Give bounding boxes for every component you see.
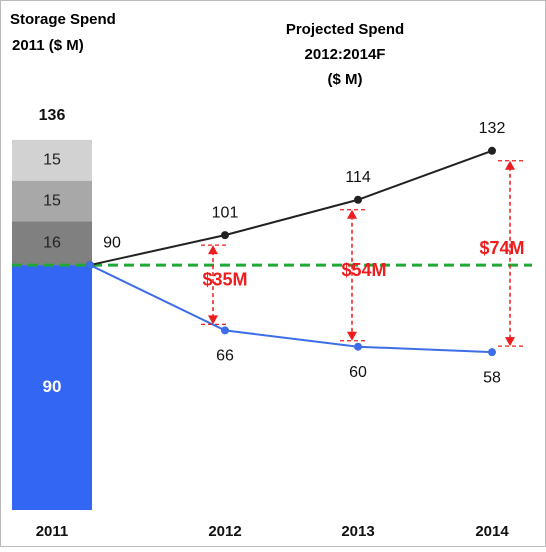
arrow-head	[505, 160, 515, 170]
gap-label: $54M	[341, 260, 386, 280]
stack-segment	[12, 139, 92, 181]
right-title: 2012:2014F	[305, 46, 386, 63]
value-label: 58	[483, 369, 501, 386]
value-label: 114	[345, 169, 371, 186]
point	[488, 146, 496, 155]
chart-title: Storage Spend	[10, 11, 116, 28]
value-label: 101	[212, 204, 239, 221]
gap-label: $74M	[479, 238, 524, 258]
stack-segment	[12, 180, 92, 222]
segment-label: 15	[43, 192, 61, 209]
point	[488, 348, 496, 357]
value-label: 60	[349, 364, 367, 381]
arrow-head	[347, 331, 357, 341]
point	[221, 326, 229, 335]
x-tick-label: 2013	[341, 523, 374, 540]
x-tick-label: 2011	[36, 523, 69, 540]
segment-label: 15	[43, 152, 61, 169]
stack-segment	[12, 221, 92, 266]
chart-subtitle: 2011 ($ M)	[12, 37, 84, 54]
stack-segment	[12, 265, 92, 510]
x-tick-label: 2012	[208, 523, 241, 540]
x-tick-label: 2014	[475, 523, 509, 540]
value-label: 132	[479, 120, 506, 137]
stack-total: 136	[39, 107, 66, 124]
gap-label: $35M	[202, 270, 247, 290]
point	[354, 342, 362, 351]
series-line	[89, 149, 493, 267]
arrow-head	[208, 315, 218, 325]
value-label: 66	[216, 348, 234, 365]
arrow-head	[505, 337, 515, 347]
segment-label: 90	[43, 377, 62, 396]
point	[354, 195, 362, 204]
right-title: ($ M)	[328, 71, 363, 88]
segment-label: 16	[43, 235, 61, 252]
point	[221, 231, 229, 240]
series-line	[89, 264, 493, 354]
point	[86, 261, 94, 270]
value-label: 90	[103, 234, 121, 251]
right-title: Projected Spend	[286, 21, 404, 38]
arrow-head	[208, 245, 218, 255]
arrow-head	[347, 209, 357, 219]
